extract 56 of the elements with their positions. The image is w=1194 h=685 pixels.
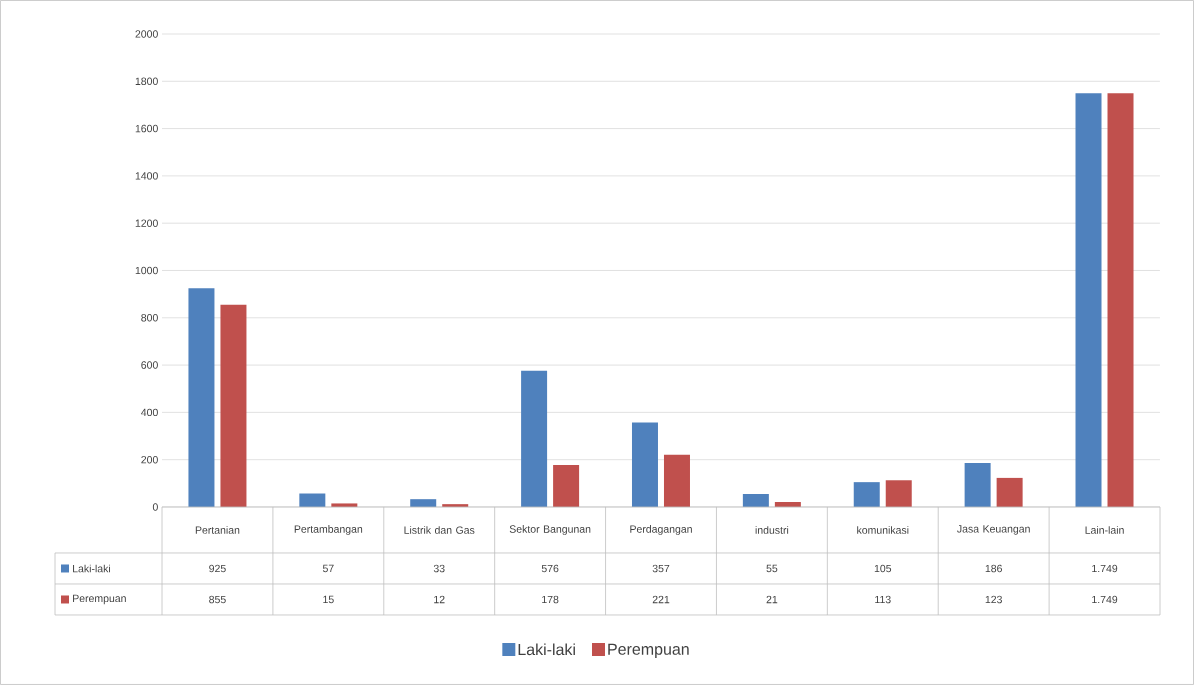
data-label: 221 — [652, 595, 670, 604]
bar — [521, 370, 548, 507]
y-tick-label: 1800 — [135, 77, 158, 86]
bar — [631, 422, 658, 507]
data-label: 57 — [322, 564, 334, 573]
x-tick-label: Jasa Keuangan — [957, 525, 1030, 535]
data-label: 113 — [875, 595, 891, 604]
bar — [853, 482, 880, 507]
y-tick-label: 400 — [141, 408, 158, 417]
x-tick-label: Lain-lain — [1085, 526, 1124, 534]
bar — [663, 454, 690, 507]
data-label: 33 — [433, 564, 445, 573]
bar — [742, 493, 769, 507]
y-tick-label: 800 — [141, 314, 158, 322]
x-tick-label: Sektor Bangunan — [509, 525, 591, 535]
bar — [964, 463, 991, 507]
data-label: 357 — [652, 564, 670, 573]
bar — [1075, 93, 1102, 507]
data-label: 855 — [209, 595, 226, 604]
bar — [410, 499, 437, 507]
y-tick-label: 0 — [152, 503, 158, 511]
data-label: 1.749 — [1092, 595, 1118, 604]
bar — [885, 480, 912, 507]
y-tick-label: 2000 — [135, 30, 158, 38]
x-tick-label: Pertambangan — [294, 525, 363, 535]
y-tick-label: 1200 — [135, 219, 158, 227]
text: Laki-laki — [518, 643, 575, 656]
data-label: 12 — [434, 595, 445, 604]
x-tick-label: Pertanian — [195, 526, 240, 534]
text: Perempuan — [608, 643, 689, 659]
bar — [996, 477, 1023, 507]
data-label: 1.749 — [1092, 564, 1118, 573]
y-tick-label: 600 — [141, 361, 158, 369]
bar — [553, 464, 580, 507]
data-label: 21 — [766, 595, 778, 604]
data-label: 178 — [542, 595, 559, 604]
data-label: 576 — [541, 564, 559, 573]
legend-label: Laki-laki — [73, 564, 111, 573]
data-label: 105 — [874, 564, 892, 573]
legend-label: Perempuan — [73, 594, 126, 605]
data-label: 186 — [985, 564, 1002, 573]
bar — [220, 304, 247, 507]
y-tick-label: 1600 — [135, 124, 158, 133]
data-label: 925 — [209, 564, 226, 573]
bar — [1107, 93, 1134, 507]
data-label: 123 — [985, 595, 1002, 604]
x-tick-label: komunikasi — [857, 526, 909, 534]
y-tick-label: 200 — [141, 455, 158, 464]
y-tick-label: 1000 — [135, 266, 158, 275]
x-tick-label: Perdagangan — [630, 525, 692, 535]
data-label: 15 — [323, 595, 334, 604]
bar — [188, 288, 215, 507]
x-tick-label: Listrik dan Gas — [404, 526, 475, 534]
data-label: 55 — [766, 564, 778, 573]
x-tick-label: industri — [755, 526, 789, 534]
y-tick-label: 1400 — [135, 172, 158, 180]
